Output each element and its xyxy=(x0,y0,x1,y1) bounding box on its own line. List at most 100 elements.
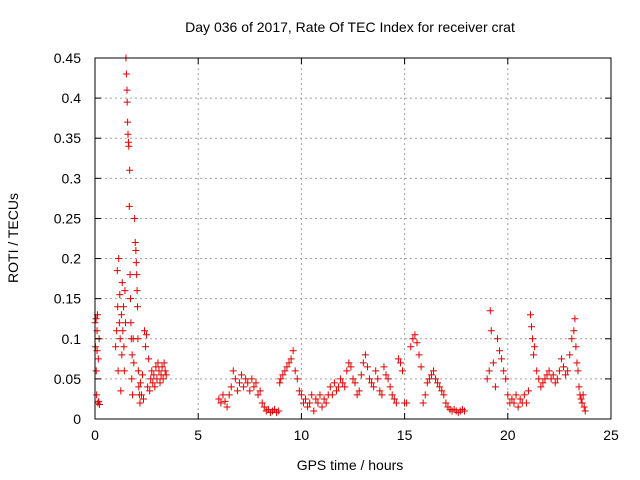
data-point xyxy=(231,375,239,383)
data-point xyxy=(363,363,371,371)
data-point xyxy=(415,351,423,359)
data-point xyxy=(115,255,123,263)
data-point xyxy=(225,391,233,399)
data-point xyxy=(116,291,124,299)
data-point xyxy=(380,363,388,371)
data-point xyxy=(442,399,450,407)
data-point xyxy=(386,383,394,391)
data-point xyxy=(126,271,134,279)
data-point xyxy=(562,371,570,379)
data-point xyxy=(429,367,437,375)
data-point xyxy=(528,323,536,331)
x-tick-labels: 0 5 10 15 20 25 xyxy=(91,427,619,443)
data-point xyxy=(146,387,154,395)
data-point xyxy=(120,343,128,351)
data-point xyxy=(133,287,141,295)
data-point xyxy=(557,355,565,363)
data-point xyxy=(522,399,530,407)
data-point xyxy=(152,363,160,371)
x-tick-label: 10 xyxy=(294,427,310,443)
data-point xyxy=(388,391,396,399)
data-point xyxy=(299,399,307,407)
data-point xyxy=(508,395,516,403)
data-point xyxy=(156,379,164,387)
data-point xyxy=(425,375,433,383)
data-point xyxy=(160,359,168,367)
data-point xyxy=(341,383,349,391)
data-point xyxy=(133,271,141,279)
data-point xyxy=(124,118,132,126)
data-point xyxy=(361,351,369,359)
data-point xyxy=(326,383,334,391)
data-point xyxy=(531,343,539,351)
data-point xyxy=(92,315,100,323)
data-point xyxy=(112,343,120,351)
data-point xyxy=(158,363,166,371)
data-point xyxy=(161,367,169,375)
data-point xyxy=(436,383,444,391)
y-tick-label: 0.15 xyxy=(54,291,81,307)
data-point xyxy=(122,70,130,78)
data-point xyxy=(132,247,140,255)
data-point xyxy=(308,391,316,399)
data-point xyxy=(147,375,155,383)
data-point xyxy=(142,343,150,351)
data-point xyxy=(215,395,223,403)
data-point xyxy=(127,295,135,303)
data-point xyxy=(125,202,133,210)
data-point xyxy=(502,375,510,383)
data-point xyxy=(489,359,497,367)
data-point xyxy=(293,375,301,383)
y-tick-label: 0.1 xyxy=(62,331,82,347)
data-point xyxy=(349,375,357,383)
data-point xyxy=(130,359,138,367)
data-point xyxy=(575,383,583,391)
data-point xyxy=(136,379,144,387)
data-point xyxy=(486,307,494,315)
data-point xyxy=(343,367,351,375)
data-point xyxy=(555,367,563,375)
data-point xyxy=(140,395,148,403)
data-point xyxy=(577,395,585,403)
data-point xyxy=(394,355,402,363)
data-point xyxy=(330,379,338,387)
data-point xyxy=(283,363,291,371)
data-point xyxy=(116,335,124,343)
x-tick-label: 0 xyxy=(91,427,99,443)
data-point xyxy=(411,331,419,339)
data-point xyxy=(539,379,547,387)
y-tick-labels: 0 0.05 0.1 0.15 0.2 0.25 0.3 0.35 0.4 0.45 xyxy=(54,50,81,427)
data-point xyxy=(123,86,131,94)
y-tick-label: 0.35 xyxy=(54,130,81,146)
data-point xyxy=(233,387,241,395)
data-point xyxy=(551,379,559,387)
data-point xyxy=(150,371,158,379)
data-point xyxy=(566,351,574,359)
data-point xyxy=(291,367,299,375)
data-point xyxy=(421,391,429,399)
data-point xyxy=(114,367,122,375)
data-point xyxy=(512,391,520,399)
data-point xyxy=(123,98,131,106)
x-axis-label: GPS time / hours xyxy=(297,457,404,473)
y-tick-label: 0.4 xyxy=(62,90,82,106)
data-point xyxy=(423,379,431,387)
data-point xyxy=(368,379,376,387)
data-point xyxy=(337,375,345,383)
data-point xyxy=(487,327,495,335)
y-axis-label: ROTI / TECUs xyxy=(5,193,21,283)
data-point xyxy=(530,351,538,359)
x-tick-label: 20 xyxy=(500,427,516,443)
data-point xyxy=(580,403,588,411)
plot-frame xyxy=(94,57,612,420)
data-point xyxy=(252,379,260,387)
data-point xyxy=(399,367,407,375)
data-point xyxy=(287,355,295,363)
data-point xyxy=(320,395,328,403)
data-point xyxy=(417,363,425,371)
data-point xyxy=(570,327,578,335)
data-point xyxy=(117,311,125,319)
data-point xyxy=(120,367,128,375)
data-point xyxy=(153,375,161,383)
